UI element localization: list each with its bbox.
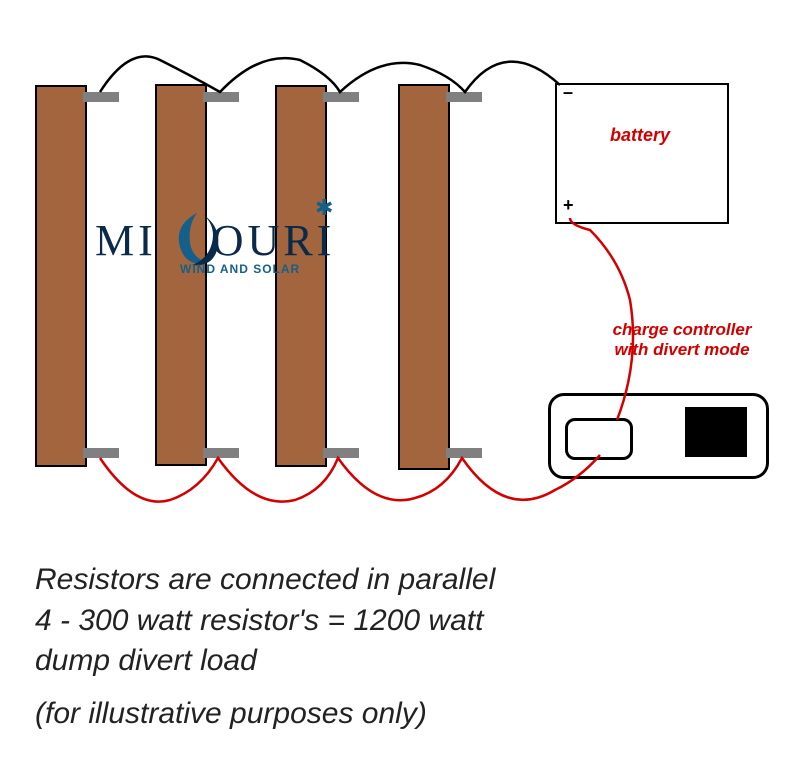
logo-mi: MI xyxy=(95,216,157,265)
bottom-wire-to-battery xyxy=(570,218,633,420)
resistor-1 xyxy=(35,85,87,467)
caption-line4: (for illustrative purposes only) xyxy=(35,694,495,735)
controller-label-line2: with divert mode xyxy=(614,340,749,359)
contact-tab-bottom-3 xyxy=(323,448,359,458)
battery-box xyxy=(555,83,729,224)
contact-tab-top-4 xyxy=(446,92,482,102)
battery-negative-terminal: – xyxy=(563,82,573,103)
contact-tab-bottom-4 xyxy=(446,448,482,458)
controller-port-left xyxy=(565,418,633,460)
caption-line1: Resistors are connected in parallel xyxy=(35,560,495,601)
contact-tab-top-3 xyxy=(323,92,359,102)
logo-star-icon: ✱ xyxy=(315,195,333,221)
contact-tab-top-1 xyxy=(83,92,119,102)
logo-subtitle: WIND AND SOLAR xyxy=(180,262,300,276)
contact-tab-top-2 xyxy=(203,92,239,102)
caption: Resistors are connected in parallel 4 - … xyxy=(35,560,495,734)
contact-tab-bottom-2 xyxy=(203,448,239,458)
wiring-diagram: – + battery charge controller with diver… xyxy=(0,0,800,540)
caption-line3: dump divert load xyxy=(35,641,495,682)
controller-label: charge controller with divert mode xyxy=(582,320,782,361)
resistor-4 xyxy=(398,84,450,470)
battery-positive-terminal: + xyxy=(563,195,574,216)
battery-label: battery xyxy=(610,125,670,146)
controller-label-line1: charge controller xyxy=(613,320,752,339)
caption-line2: 4 - 300 watt resistor's = 1200 watt xyxy=(35,601,495,642)
contact-tab-bottom-1 xyxy=(83,448,119,458)
resistor-3 xyxy=(275,85,327,467)
controller-port-right xyxy=(685,407,747,457)
